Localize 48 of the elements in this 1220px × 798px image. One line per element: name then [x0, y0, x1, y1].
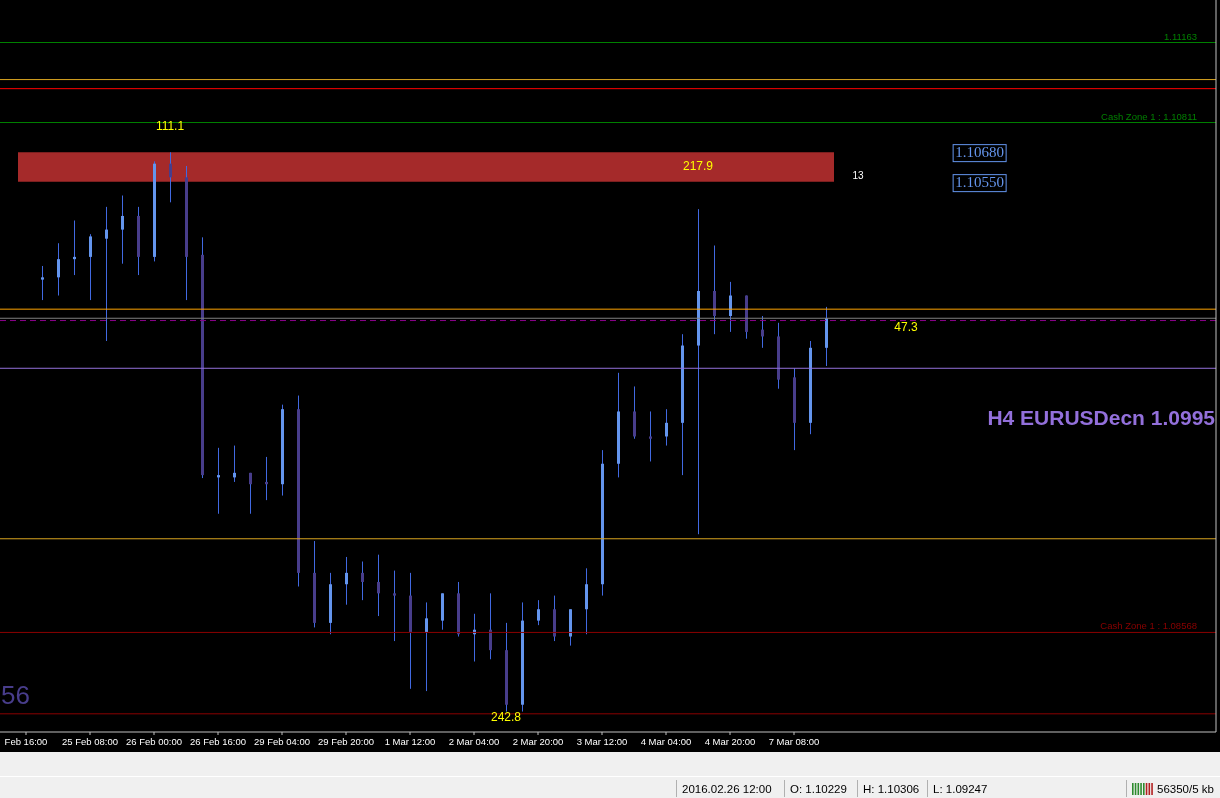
ref-line-label: Cash Zone 1 : 1.08568: [1100, 620, 1197, 632]
candlestick: [489, 592, 492, 660]
x-tick-label: 4 Mar 04:00: [640, 736, 692, 747]
candlestick: [57, 242, 60, 297]
candlestick: [345, 556, 348, 606]
x-tick-label: 26 Feb 00:00: [126, 736, 182, 747]
ref-line-label: 1.11163: [1164, 30, 1197, 42]
text: H: 1.10306: [863, 782, 920, 795]
text: 2016.02.26 12:00: [682, 782, 772, 795]
x-tick-label: 25 Feb 08:00: [62, 736, 118, 747]
candlestick: [761, 315, 764, 349]
candlestick: [537, 599, 540, 626]
band-label: 217.9: [682, 159, 714, 174]
annotation: 56: [1, 680, 30, 710]
x-tick-label: 29 Feb 04:00: [254, 736, 310, 747]
candlestick: [41, 265, 44, 301]
x-tick-label: 2 Mar 20:00: [512, 736, 564, 747]
candlestick: [89, 233, 92, 301]
text: O: 1.10229: [790, 782, 847, 795]
x-tick-label: 26 Feb 16:00: [190, 736, 246, 747]
x-tick-label: 2 Mar 04:00: [448, 736, 500, 747]
text: 1.10550: [952, 174, 1007, 192]
text: 56350/5 kb: [1157, 782, 1214, 795]
x-tick-label: 1 Mar 12:00: [384, 736, 436, 747]
candlestick: [169, 151, 172, 203]
text: 47.3: [894, 320, 918, 335]
candlestick: [377, 554, 380, 617]
text: H4 EURUSDecn 1.0995: [987, 406, 1215, 430]
annotation: 242.8: [490, 710, 522, 725]
x-tick-label: Feb 16:00: [4, 736, 48, 747]
candlestick: [105, 206, 108, 342]
annotation: 111.1: [155, 119, 185, 134]
ref-line-label: Cash Zone 1 : 1.10811: [1101, 110, 1197, 122]
candlestick: [665, 408, 668, 447]
candlestick: [649, 410, 652, 462]
x-tick-label: 7 Mar 08:00: [768, 736, 820, 747]
x-tick-label: 4 Mar 20:00: [704, 736, 756, 747]
candlestick: [393, 570, 396, 642]
x-tick-label: 3 Mar 12:00: [576, 736, 628, 747]
text: L: 1.09247: [933, 782, 988, 795]
x-tick-label: 29 Feb 20:00: [318, 736, 374, 747]
text: 13: [852, 169, 864, 181]
candlestick: [425, 601, 428, 692]
candlestick: [249, 472, 252, 515]
candlestick: [729, 281, 732, 333]
candlestick: [121, 195, 124, 265]
text: 1.10680: [952, 144, 1007, 162]
candlestick: [361, 561, 364, 601]
